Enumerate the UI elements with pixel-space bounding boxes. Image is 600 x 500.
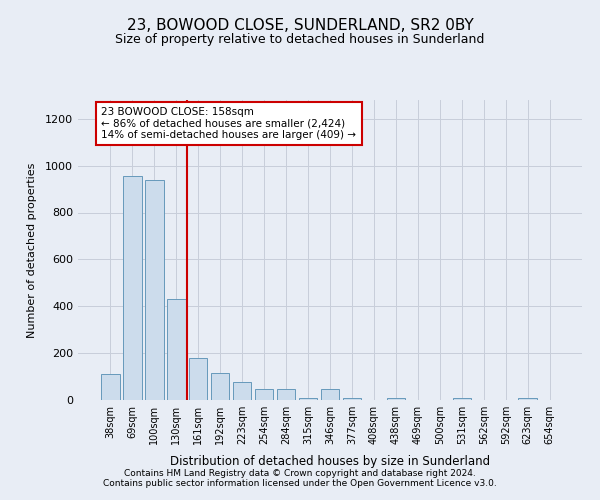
- Text: 23 BOWOOD CLOSE: 158sqm
← 86% of detached houses are smaller (2,424)
14% of semi: 23 BOWOOD CLOSE: 158sqm ← 86% of detache…: [101, 107, 356, 140]
- Bar: [320, 390, 340, 400]
- Bar: [145, 180, 164, 400]
- Text: 23, BOWOOD CLOSE, SUNDERLAND, SR2 0BY: 23, BOWOOD CLOSE, SUNDERLAND, SR2 0BY: [127, 18, 473, 32]
- Bar: [233, 382, 251, 400]
- Bar: [123, 176, 142, 400]
- Bar: [299, 398, 317, 400]
- Bar: [211, 373, 229, 400]
- X-axis label: Distribution of detached houses by size in Sunderland: Distribution of detached houses by size …: [170, 456, 490, 468]
- Bar: [343, 398, 361, 400]
- Bar: [101, 374, 119, 400]
- Y-axis label: Number of detached properties: Number of detached properties: [26, 162, 37, 338]
- Bar: [452, 398, 471, 400]
- Bar: [386, 398, 405, 400]
- Bar: [518, 398, 537, 400]
- Bar: [189, 358, 208, 400]
- Text: Contains public sector information licensed under the Open Government Licence v3: Contains public sector information licen…: [103, 478, 497, 488]
- Text: Size of property relative to detached houses in Sunderland: Size of property relative to detached ho…: [115, 32, 485, 46]
- Bar: [277, 390, 295, 400]
- Bar: [255, 390, 274, 400]
- Bar: [167, 299, 185, 400]
- Text: Contains HM Land Registry data © Crown copyright and database right 2024.: Contains HM Land Registry data © Crown c…: [124, 468, 476, 477]
